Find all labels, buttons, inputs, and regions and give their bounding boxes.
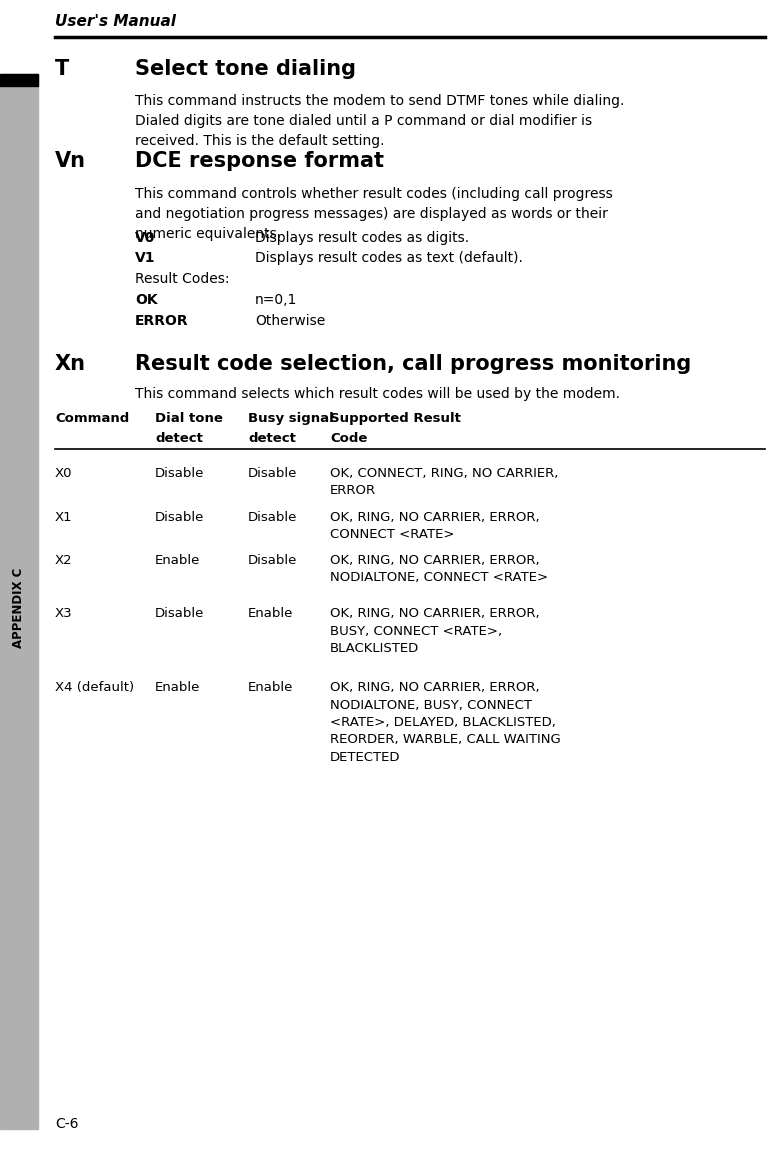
Text: C-6: C-6 <box>55 1117 78 1131</box>
Text: T: T <box>55 59 69 79</box>
Text: Enable: Enable <box>155 554 200 567</box>
Text: Command: Command <box>55 411 129 425</box>
Text: OK, RING, NO CARRIER, ERROR,
NODIALTONE, BUSY, CONNECT
<RATE>, DELAYED, BLACKLIS: OK, RING, NO CARRIER, ERROR, NODIALTONE,… <box>330 681 560 764</box>
Text: Code: Code <box>330 432 368 445</box>
Text: This command selects which result codes will be used by the modem.: This command selects which result codes … <box>135 387 620 401</box>
Text: Enable: Enable <box>155 681 200 694</box>
Text: OK, RING, NO CARRIER, ERROR,
BUSY, CONNECT <RATE>,
BLACKLISTED: OK, RING, NO CARRIER, ERROR, BUSY, CONNE… <box>330 607 539 655</box>
Bar <box>0 74 38 86</box>
Text: X1: X1 <box>55 511 73 524</box>
Text: X4 (default): X4 (default) <box>55 681 134 694</box>
Text: Supported Result: Supported Result <box>330 411 461 425</box>
Text: V0: V0 <box>135 231 156 245</box>
Text: Otherwise: Otherwise <box>255 314 325 328</box>
Text: X2: X2 <box>55 554 73 567</box>
Text: Select tone dialing: Select tone dialing <box>135 59 356 79</box>
Text: OK, RING, NO CARRIER, ERROR,
NODIALTONE, CONNECT <RATE>: OK, RING, NO CARRIER, ERROR, NODIALTONE,… <box>330 554 548 584</box>
Text: Result Codes:: Result Codes: <box>135 272 230 286</box>
Text: Enable: Enable <box>248 681 293 694</box>
Text: OK, CONNECT, RING, NO CARRIER,
ERROR: OK, CONNECT, RING, NO CARRIER, ERROR <box>330 467 558 497</box>
Text: Displays result codes as digits.: Displays result codes as digits. <box>255 231 469 245</box>
Text: Disable: Disable <box>248 467 297 480</box>
Text: OK, RING, NO CARRIER, ERROR,
CONNECT <RATE>: OK, RING, NO CARRIER, ERROR, CONNECT <RA… <box>330 511 539 541</box>
Text: DCE response format: DCE response format <box>135 151 384 172</box>
Text: Disable: Disable <box>248 511 297 524</box>
Text: Vn: Vn <box>55 151 86 172</box>
Text: X0: X0 <box>55 467 73 480</box>
Text: Xn: Xn <box>55 353 86 374</box>
Text: APPENDIX C: APPENDIX C <box>12 567 26 648</box>
Text: Result code selection, call progress monitoring: Result code selection, call progress mon… <box>135 353 691 374</box>
Text: detect: detect <box>248 432 296 445</box>
Text: detect: detect <box>155 432 203 445</box>
Text: ERROR: ERROR <box>135 314 189 328</box>
Text: This command controls whether result codes (including call progress
and negotiat: This command controls whether result cod… <box>135 187 613 241</box>
Text: Disable: Disable <box>155 467 204 480</box>
Text: Busy signal: Busy signal <box>248 411 334 425</box>
Text: V1: V1 <box>135 252 156 265</box>
Text: Displays result codes as text (default).: Displays result codes as text (default). <box>255 252 523 265</box>
Text: OK: OK <box>135 293 158 307</box>
Text: Disable: Disable <box>155 607 204 620</box>
Text: n=0,1: n=0,1 <box>255 293 297 307</box>
Text: Enable: Enable <box>248 607 293 620</box>
Text: Disable: Disable <box>248 554 297 567</box>
Text: This command instructs the modem to send DTMF tones while dialing.
Dialed digits: This command instructs the modem to send… <box>135 94 625 148</box>
Text: User's Manual: User's Manual <box>55 14 176 29</box>
Text: X3: X3 <box>55 607 73 620</box>
Text: Dial tone: Dial tone <box>155 411 223 425</box>
Text: Disable: Disable <box>155 511 204 524</box>
Bar <box>0 74 38 1129</box>
